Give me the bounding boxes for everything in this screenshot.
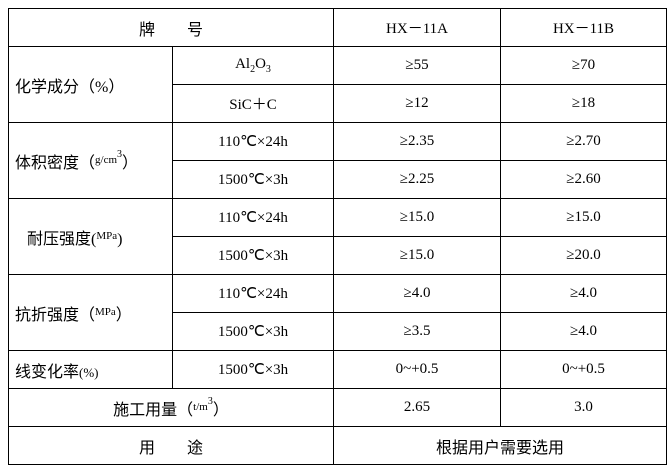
row: 耐压强度(MPa) 110℃×24h ≥15.0 ≥15.0 bbox=[8, 198, 668, 275]
property-label: 体积密度（g/cm3） bbox=[8, 122, 173, 199]
grade-header: 牌 号 bbox=[7, 8, 335, 47]
col-header: HX－11B bbox=[500, 8, 668, 47]
row: 化学成分（%） Al2O3 ≥55 ≥70 bbox=[8, 46, 668, 123]
value-cell: ≥55 bbox=[333, 46, 502, 85]
label-unit: g/cm bbox=[95, 153, 118, 166]
property-label: 化学成分（%） bbox=[8, 46, 173, 123]
value-cell: 3.0 bbox=[500, 388, 668, 427]
cond-cell: 1500℃×3h bbox=[171, 312, 335, 351]
value-cell: 根据用户需要选用 bbox=[333, 426, 668, 465]
cond-cell: 1500℃×3h bbox=[171, 160, 335, 199]
row: 1500℃×3h ≥15.0 ≥20.0 bbox=[9, 236, 668, 275]
value-cell: ≥15.0 bbox=[500, 198, 668, 237]
row: SiC＋C ≥12 ≥18 bbox=[9, 84, 668, 123]
label-unit: MPa bbox=[95, 305, 116, 318]
label-unit: (%) bbox=[79, 364, 99, 380]
value-cell: ≥2.60 bbox=[500, 160, 668, 199]
property-label: 抗折强度（MPa） bbox=[8, 274, 173, 351]
label-text: 体积密度（ bbox=[15, 154, 96, 172]
label-text: 抗折强度（ bbox=[15, 306, 96, 324]
value-cell: 0~+0.5 bbox=[500, 350, 668, 389]
cond-cell: 1500℃×3h bbox=[171, 350, 335, 389]
label-text: 线变化率 bbox=[15, 363, 80, 381]
row: 1500℃×3h ≥2.25 ≥2.60 bbox=[9, 160, 668, 199]
item-text: O bbox=[255, 56, 266, 72]
row: 体积密度（g/cm3） 110℃×24h ≥2.35 ≥2.70 bbox=[8, 122, 668, 199]
value-cell: ≥3.5 bbox=[333, 312, 502, 351]
property-label: 耐压强度(MPa) bbox=[8, 198, 173, 275]
value-cell: ≥18 bbox=[500, 84, 668, 123]
cond-cell: 1500℃×3h bbox=[171, 236, 335, 275]
label-sup: 3 bbox=[207, 396, 213, 408]
item-sub: 3 bbox=[265, 64, 271, 75]
label-sup: 3 bbox=[117, 149, 123, 161]
label-text: ） bbox=[115, 306, 132, 324]
value-cell: ≥2.35 bbox=[333, 122, 502, 161]
property-label: 用 途 bbox=[7, 426, 335, 465]
item-cell: Al2O3 bbox=[171, 46, 335, 85]
label-text: ） bbox=[122, 154, 139, 172]
header-row: 牌 号 HX－11A HX－11B bbox=[7, 8, 668, 47]
value-cell: ≥4.0 bbox=[500, 274, 668, 313]
row: 施工用量（t/m3） 2.65 3.0 bbox=[7, 388, 668, 427]
spec-table: 牌 号 HX－11A HX－11B 化学成分（%） Al2O3 ≥55 ≥70 … bbox=[7, 8, 668, 465]
value-cell: ≥15.0 bbox=[333, 198, 502, 237]
item-text: Al bbox=[235, 56, 251, 72]
cond-cell: 110℃×24h bbox=[171, 122, 335, 161]
label-text: ） bbox=[212, 401, 229, 419]
value-cell: ≥4.0 bbox=[333, 274, 502, 313]
row: 用 途 根据用户需要选用 bbox=[7, 426, 668, 465]
value-cell: 2.65 bbox=[333, 388, 502, 427]
col-header: HX－11A bbox=[333, 8, 502, 47]
value-cell: 0~+0.5 bbox=[333, 350, 502, 389]
cond-cell: 110℃×24h bbox=[171, 198, 335, 237]
cond-cell: 110℃×24h bbox=[171, 274, 335, 313]
value-cell: ≥20.0 bbox=[500, 236, 668, 275]
value-cell: ≥4.0 bbox=[500, 312, 668, 351]
label-unit: MPa bbox=[96, 229, 118, 242]
value-cell: ≥2.25 bbox=[333, 160, 502, 199]
row: 1500℃×3h ≥3.5 ≥4.0 bbox=[9, 312, 668, 351]
item-cell: SiC＋C bbox=[171, 84, 335, 123]
value-cell: ≥15.0 bbox=[333, 236, 502, 275]
value-cell: ≥12 bbox=[333, 84, 502, 123]
property-label: 施工用量（t/m3） bbox=[7, 388, 335, 427]
row: 抗折强度（MPa） 110℃×24h ≥4.0 ≥4.0 bbox=[8, 274, 668, 351]
label-text: ) bbox=[117, 230, 123, 248]
row: 线变化率(%) 1500℃×3h 0~+0.5 0~+0.5 bbox=[8, 350, 668, 389]
label-text: 耐压强度( bbox=[27, 230, 97, 248]
label-text: 施工用量（ bbox=[113, 401, 194, 419]
value-cell: ≥2.70 bbox=[500, 122, 668, 161]
item-sub: 2 bbox=[250, 64, 256, 75]
label-unit: t/m bbox=[193, 400, 208, 413]
value-cell: ≥70 bbox=[500, 46, 668, 85]
property-label: 线变化率(%) bbox=[8, 350, 173, 389]
